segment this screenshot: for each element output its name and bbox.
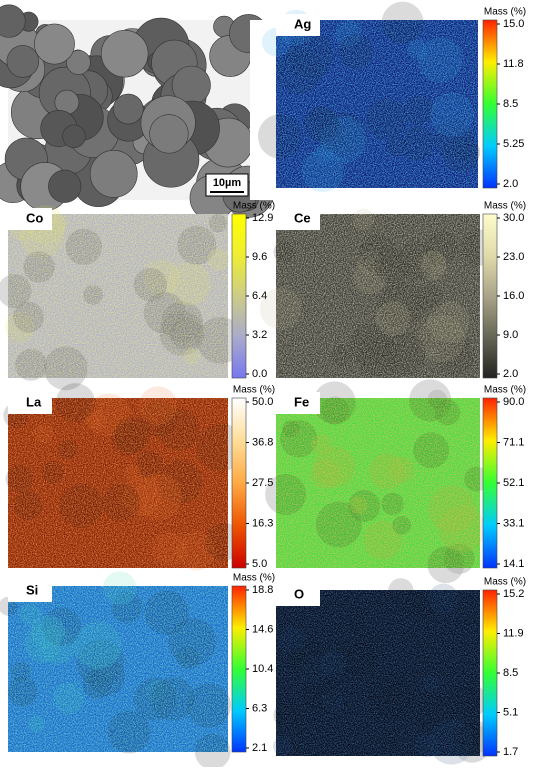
mask [250,20,280,200]
colorbar-tick-label: 11.8 [503,58,524,70]
colorbar-title: Mass (%) [233,385,275,396]
label-box [8,580,52,602]
scale-bar-label: 10µm [213,177,242,189]
sem-grain [34,23,75,65]
element-label: La [26,394,42,409]
colorbar [482,397,498,569]
colorbar [231,213,247,379]
colorbar-tick-label: 27.5 [252,477,273,489]
colorbar-tick-label: 6.4 [252,290,267,302]
element-label: Ag [294,16,311,31]
colorbar-tick-label: 6.3 [252,702,267,714]
map-texture [8,398,228,568]
colorbar-tick-label: 30.0 [503,212,524,224]
sem-grain [89,150,138,198]
scale-bar-box [205,173,249,197]
map-texture [276,214,480,378]
colorbar-tick-label: 3.2 [252,329,267,341]
colorbar-tick-label: 8.5 [503,667,518,679]
colorbar-tick-label: 9.6 [252,251,267,263]
colorbar [231,585,247,753]
label-box [276,392,320,414]
label-box [276,14,320,36]
colorbar-title: Mass (%) [484,577,526,588]
element-label: Si [26,582,38,597]
colorbar [482,589,498,757]
colorbar-tick-label: 90.0 [503,396,524,408]
colorbar-tick-label: 2.0 [503,368,518,380]
colorbar-tick-label: 71.1 [503,436,524,448]
colorbar-tick-label: 15.0 [503,18,524,30]
colorbar-title: Mass (%) [233,201,275,212]
colorbar-tick-label: 5.25 [503,138,524,150]
colorbar-tick-label: 2.0 [503,178,518,190]
colorbar-tick-label: 23.0 [503,251,524,263]
colorbar-tick-label: 14.1 [503,558,524,570]
sem-grain [6,45,40,78]
colorbar-tick-label: 15.2 [503,588,524,600]
element-label: Ce [294,210,311,225]
map-texture [8,214,228,378]
colorbar-tick-label: 36.8 [252,436,273,448]
map-texture [276,20,478,188]
element-label: Co [26,210,43,225]
colorbar-tick-label: 9.0 [503,329,518,341]
map-texture [8,586,228,752]
sem-grains [0,4,275,221]
colorbar [482,213,498,379]
label-box [276,584,320,606]
sem-grain [62,124,86,149]
element-label: Fe [294,394,309,409]
colorbar-title: Mass (%) [484,201,526,212]
colorbar-tick-label: 33.1 [503,517,524,529]
colorbar-tick-label: 2.1 [252,742,267,754]
colorbar-title: Mass (%) [484,7,526,18]
colorbar-tick-label: 18.8 [252,584,273,596]
colorbar-title: Mass (%) [233,573,275,584]
colorbar-tick-label: 14.6 [252,623,273,635]
sem-grain [113,93,144,125]
colorbar-tick-label: 52.1 [503,477,524,489]
colorbar-tick-label: 12.9 [252,212,273,224]
colorbar-tick-label: 16.3 [252,517,273,529]
sem-grain [48,169,82,203]
colorbar-tick-label: 5.0 [252,558,267,570]
colorbar-tick-label: 1.7 [503,746,518,758]
colorbar-tick-label: 0.0 [252,368,267,380]
sem-grain [0,4,26,38]
label-box [8,392,52,414]
colorbar-title: Mass (%) [484,385,526,396]
label-box [276,208,320,230]
colorbar-tick-label: 16.0 [503,290,524,302]
sem-grain [149,114,189,154]
colorbar [482,19,498,189]
label-box [8,208,52,230]
sem-grain [66,50,91,75]
map-texture [276,590,480,756]
colorbar-tick-label: 11.9 [503,627,524,639]
colorbar-tick-label: 8.5 [503,98,518,110]
colorbar-tick-label: 10.4 [252,663,273,675]
colorbar-tick-label: 50.0 [252,396,273,408]
map-texture [276,398,480,568]
colorbar [231,397,247,569]
element-label: O [294,586,304,601]
sem-grain [100,29,149,78]
colorbar-tick-label: 5.1 [503,706,518,718]
